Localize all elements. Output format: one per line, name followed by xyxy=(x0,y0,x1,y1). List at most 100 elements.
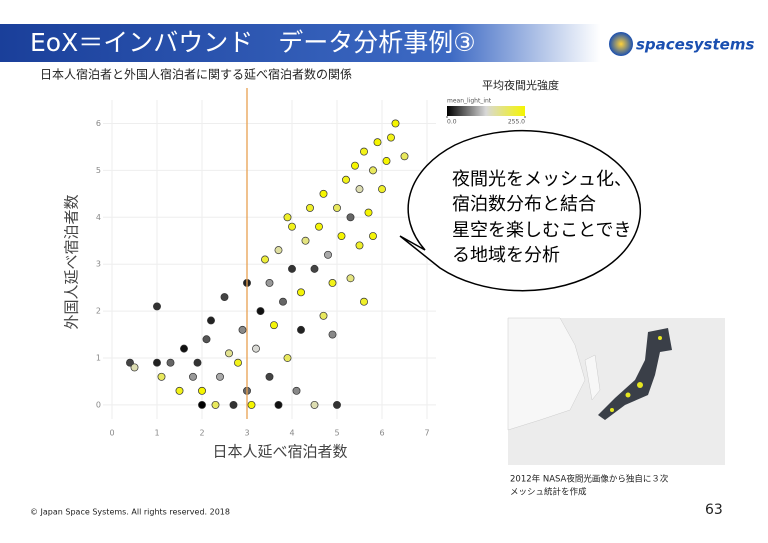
y-tick-label: 4 xyxy=(96,213,101,222)
x-tick-label: 3 xyxy=(244,429,249,438)
x-tick-label: 1 xyxy=(154,429,159,438)
point xyxy=(166,358,175,367)
point xyxy=(153,358,161,367)
callout-line: 星空を楽しむことでき xyxy=(452,220,631,241)
callout-text: 夜間光をメッシュ化、 宿泊数分布と結合 星空を楽しむことでき る地域を分析 xyxy=(452,169,632,266)
map-caption: 2012年 NASA夜間光画像から独自に３次 xyxy=(510,474,669,485)
point xyxy=(400,152,409,161)
point xyxy=(198,400,206,409)
point xyxy=(265,372,274,381)
point xyxy=(337,232,346,240)
point xyxy=(261,255,269,264)
colorbar-tick-label: 0.0 xyxy=(447,119,457,126)
point xyxy=(292,386,301,395)
y-tick-label: 2 xyxy=(96,307,101,316)
point xyxy=(301,236,310,245)
point xyxy=(360,297,368,306)
map-caption: メッシュ統計を作成 xyxy=(510,487,587,498)
point xyxy=(225,349,233,358)
colorbar xyxy=(447,106,525,116)
point xyxy=(310,264,319,273)
plot: 0 1 2 3 4 5 6 7 0 1 2 3 4 5 6 xyxy=(96,88,436,438)
y-tick-label: 5 xyxy=(96,166,101,175)
point xyxy=(355,241,364,250)
point xyxy=(283,213,292,222)
colorbar-title: 平均夜間光強度 xyxy=(482,78,559,92)
copyright: © Japan Space Systems. All rights reserv… xyxy=(30,508,230,517)
point xyxy=(360,147,368,156)
point xyxy=(283,354,292,362)
point xyxy=(274,400,283,409)
point xyxy=(189,372,197,381)
point xyxy=(130,363,139,372)
point xyxy=(175,386,184,395)
point xyxy=(180,344,188,353)
point xyxy=(157,372,166,381)
point xyxy=(333,203,341,212)
colorbar-tick-label: 255.0 xyxy=(508,119,525,126)
logo: spacesystems xyxy=(636,36,754,54)
point xyxy=(319,311,328,320)
point xyxy=(198,386,206,395)
point xyxy=(274,246,283,255)
map xyxy=(507,317,725,465)
colorbar-label: mean_light_int xyxy=(447,98,492,105)
point xyxy=(324,250,332,259)
point xyxy=(297,288,305,297)
point xyxy=(270,321,278,330)
point xyxy=(378,185,386,194)
point xyxy=(333,400,341,409)
point xyxy=(355,185,364,194)
x-tick-label: 0 xyxy=(109,429,114,438)
point xyxy=(328,330,337,339)
point xyxy=(346,213,355,222)
point xyxy=(315,222,323,231)
point xyxy=(369,232,377,240)
callout-line: 夜間光をメッシュ化、 xyxy=(452,169,632,190)
point xyxy=(369,166,377,175)
point xyxy=(153,302,161,311)
point xyxy=(265,279,274,287)
callout-bubble xyxy=(399,129,642,292)
slide-title: EoX＝インバウンド データ分析事例③ xyxy=(30,28,476,57)
x-axis-label: 日本人延べ宿泊者数 xyxy=(212,443,347,461)
point xyxy=(238,325,247,334)
point xyxy=(207,316,215,325)
point xyxy=(256,307,265,316)
callout-line: る地域を分析 xyxy=(452,245,560,266)
x-tick-label: 6 xyxy=(379,429,384,438)
point xyxy=(279,297,287,306)
point xyxy=(216,372,224,381)
point xyxy=(193,358,202,367)
point xyxy=(211,400,220,409)
point xyxy=(373,138,382,147)
callout-line: 宿泊数分布と結合 xyxy=(452,194,596,215)
point xyxy=(328,279,337,287)
point xyxy=(288,222,296,231)
point xyxy=(202,335,211,344)
point xyxy=(342,175,350,184)
point xyxy=(387,133,395,142)
point xyxy=(306,203,314,212)
logo-icon xyxy=(609,32,633,56)
x-tick-label: 5 xyxy=(334,429,339,438)
point xyxy=(252,344,260,353)
point xyxy=(126,358,134,367)
point xyxy=(310,400,319,409)
point xyxy=(288,264,296,273)
x-tick-label: 2 xyxy=(199,429,204,438)
point xyxy=(229,400,238,409)
y-axis-label: 外国人延べ宿泊者数 xyxy=(63,194,81,329)
x-tick-label: 7 xyxy=(424,429,429,438)
x-tick-label: 4 xyxy=(289,429,294,438)
point xyxy=(382,157,391,165)
point xyxy=(297,325,305,334)
y-tick-label: 0 xyxy=(96,400,101,409)
point xyxy=(319,189,328,198)
point xyxy=(346,274,355,283)
point xyxy=(351,161,359,170)
y-tick-label: 3 xyxy=(96,260,101,269)
point xyxy=(364,208,373,217)
title-bar xyxy=(0,24,600,62)
